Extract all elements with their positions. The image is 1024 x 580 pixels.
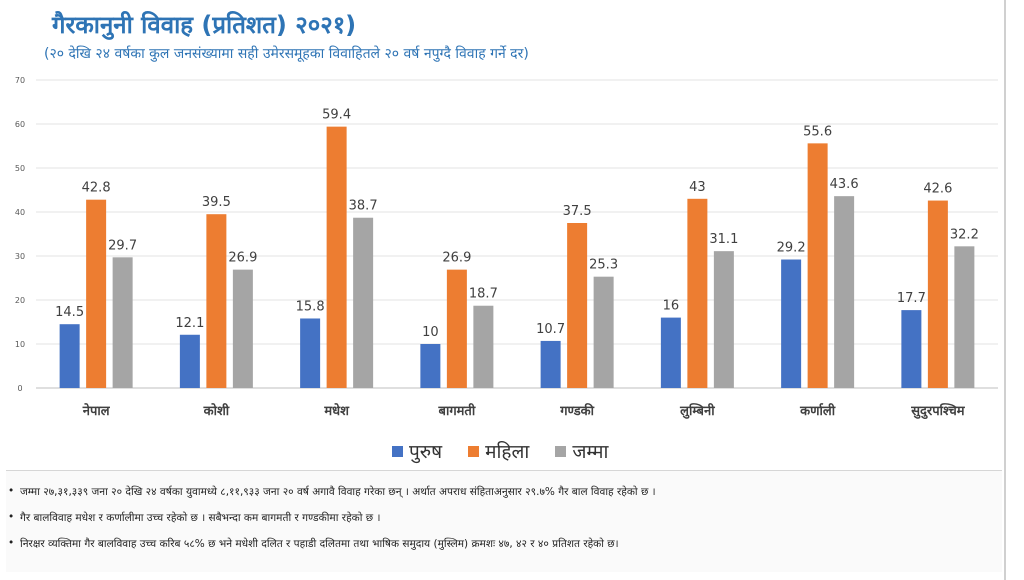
data-label: 17.7 xyxy=(897,291,926,306)
data-label: 26.9 xyxy=(228,251,257,266)
data-label: 10.7 xyxy=(536,322,565,337)
data-label: 42.8 xyxy=(82,181,111,196)
bar xyxy=(86,199,107,388)
x-tick-label: कर्णाली xyxy=(799,403,836,419)
y-tick-label: 60 xyxy=(15,120,25,129)
chart-subtitle: (२० देखि २४ वर्षका कुल जनसंख्यामा सही उम… xyxy=(44,46,529,62)
bar xyxy=(420,344,441,388)
data-label: 55.6 xyxy=(803,124,832,139)
data-label: 18.7 xyxy=(469,287,498,302)
y-tick-label: 0 xyxy=(17,384,22,393)
y-tick-label: 20 xyxy=(15,296,25,305)
data-label: 42.6 xyxy=(923,182,952,197)
bar xyxy=(179,334,200,388)
legend-swatch xyxy=(468,445,480,457)
y-tick-label: 40 xyxy=(15,208,25,217)
data-label: 29.7 xyxy=(108,238,137,253)
bar xyxy=(326,126,347,388)
bullet-icon: • xyxy=(8,511,15,523)
legend-label: महिला xyxy=(485,441,530,463)
bar xyxy=(834,196,855,388)
bar xyxy=(232,269,253,388)
data-label: 43.6 xyxy=(830,177,859,192)
bar xyxy=(206,214,227,388)
data-label: 39.5 xyxy=(202,195,231,210)
x-tick-label: लुम्बिनी xyxy=(679,403,715,419)
bar xyxy=(954,246,975,388)
legend-item: जम्मा xyxy=(555,438,608,464)
bar xyxy=(353,217,374,388)
legend-item: पुरुष xyxy=(392,438,442,464)
bar xyxy=(112,257,133,388)
data-label: 38.7 xyxy=(349,199,378,214)
data-label: 25.3 xyxy=(589,258,618,273)
x-tick-label: सुदुरपश्चिम xyxy=(910,403,966,420)
data-label: 31.1 xyxy=(709,232,738,247)
note-text: गैर बालविवाह मधेश र कर्णालीमा उच्च रहेको… xyxy=(20,512,381,524)
note-item: • जम्मा २७,३१,३३९ जना २० देखि २४ वर्षका य… xyxy=(6,485,656,499)
x-tick-label: कोशी xyxy=(203,403,230,419)
slide-edge-divider xyxy=(1004,0,1006,580)
bar xyxy=(59,324,80,388)
bar xyxy=(473,305,494,388)
bar xyxy=(567,223,588,388)
x-tick-label: मधेश xyxy=(323,403,350,419)
chart-title: गैरकानुनी विवाह (प्रतिशत) २०२१) xyxy=(52,11,357,39)
note-text: निरक्षर व्यक्तिमा गैर बालविवाह उच्च करिब… xyxy=(20,538,619,550)
bar xyxy=(927,200,948,388)
bar-chart: 0 10 20 30 40 50 60 70 14.5 42.8 29.7 नेपाल 12.1 39.5… xyxy=(15,76,998,420)
bar xyxy=(540,340,561,388)
y-tick-label: 10 xyxy=(15,340,25,349)
data-label: 14.5 xyxy=(55,305,84,320)
data-label: 26.9 xyxy=(442,251,471,266)
bullet-icon: • xyxy=(8,537,15,549)
bar xyxy=(807,143,828,388)
legend-label: जम्मा xyxy=(572,441,609,463)
x-tick-label: बागमती xyxy=(438,403,476,419)
data-label: 10 xyxy=(422,325,439,340)
notes-panel: • जम्मा २७,३१,३३९ जना २० देखि २४ वर्षका य… xyxy=(6,470,1002,572)
data-label: 43 xyxy=(689,180,706,195)
bar xyxy=(446,269,467,388)
y-tick-label: 70 xyxy=(15,76,25,85)
data-label: 32.2 xyxy=(950,227,979,242)
bar xyxy=(593,276,614,388)
chart-legend: पुरुष महिला जम्मा xyxy=(392,436,608,466)
note-item: • निरक्षर व्यक्तिमा गैर बालविवाह उच्च करि… xyxy=(6,537,619,551)
legend-swatch xyxy=(555,445,567,457)
note-item: • गैर बालविवाह मधेश र कर्णालीमा उच्च रहेक… xyxy=(6,511,380,525)
bar xyxy=(713,251,734,388)
legend-label: पुरुष xyxy=(409,441,443,463)
data-label: 15.8 xyxy=(296,299,325,314)
bullet-icon: • xyxy=(8,485,15,497)
data-label: 12.1 xyxy=(175,316,204,331)
y-tick-label: 50 xyxy=(15,164,25,173)
bar xyxy=(660,317,681,388)
legend-swatch xyxy=(392,445,403,457)
y-tick-label: 30 xyxy=(15,252,25,261)
bar xyxy=(901,310,922,388)
data-label: 37.5 xyxy=(563,204,592,219)
bar xyxy=(781,259,802,388)
note-text: जम्मा २७,३१,३३९ जना २० देखि २४ वर्षका यु… xyxy=(20,486,656,498)
data-label: 29.2 xyxy=(777,241,806,256)
legend-item: महिला xyxy=(468,438,529,464)
bar xyxy=(687,198,708,388)
data-label: 16 xyxy=(663,299,680,314)
data-label: 59.4 xyxy=(322,108,351,123)
x-tick-label: नेपाल xyxy=(82,403,111,419)
bar xyxy=(300,318,321,388)
x-tick-label: गण्डकी xyxy=(559,403,594,419)
